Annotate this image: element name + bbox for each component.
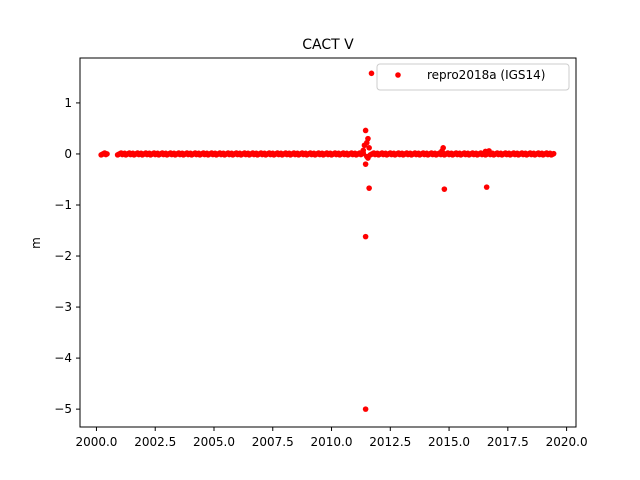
- y-tick-label: −1: [54, 198, 72, 212]
- legend-marker: [395, 72, 401, 78]
- data-point: [366, 185, 372, 191]
- x-tick-label: 2012.5: [369, 435, 411, 449]
- y-axis-ticks: 1 0 −1 −2 −3 −4 −5: [54, 96, 80, 416]
- y-axis-label: m: [29, 237, 43, 249]
- data-point: [486, 148, 492, 154]
- data-point: [362, 127, 369, 134]
- y-tick-label: −4: [54, 351, 72, 365]
- data-point: [365, 155, 371, 161]
- x-axis-ticks: 2000.0 2002.5 2005.0 2007.5 2010.0 2012.5 2015…: [75, 427, 588, 449]
- y-tick-label: 0: [64, 147, 72, 161]
- legend: repro2018a (IGS14): [376, 63, 570, 91]
- x-tick-label: 2007.5: [252, 435, 294, 449]
- y-tick-label: 1: [64, 96, 72, 110]
- y-tick-label: −2: [54, 249, 72, 263]
- plot-frame: [79, 57, 577, 428]
- legend-box: [376, 63, 570, 91]
- y-tick-label: −3: [54, 300, 72, 314]
- data-point: [361, 142, 368, 149]
- legend-label: repro2018a (IGS14): [427, 68, 545, 82]
- data-point: [360, 147, 367, 154]
- data-point: [483, 184, 490, 190]
- data-point: [368, 70, 375, 77]
- data-point: [362, 406, 369, 412]
- x-tick-label: 2002.5: [134, 435, 176, 449]
- data-point: [441, 186, 448, 192]
- x-tick-label: 2015.0: [428, 435, 470, 449]
- data-point: [366, 145, 372, 151]
- x-tick-label: 2020.0: [546, 435, 588, 449]
- x-tick-label: 2010.0: [311, 435, 353, 449]
- data-point: [439, 148, 445, 154]
- data-markers: [98, 70, 557, 412]
- x-tick-label: 2000.0: [75, 435, 117, 449]
- data-point: [362, 161, 369, 167]
- data-point: [362, 233, 369, 240]
- data-point: [550, 150, 557, 157]
- data-point: [104, 151, 110, 157]
- x-tick-label: 2017.5: [487, 435, 529, 449]
- y-tick-label: −5: [54, 402, 72, 416]
- x-tick-label: 2005.0: [193, 435, 235, 449]
- chart-title: CACT V: [302, 37, 354, 53]
